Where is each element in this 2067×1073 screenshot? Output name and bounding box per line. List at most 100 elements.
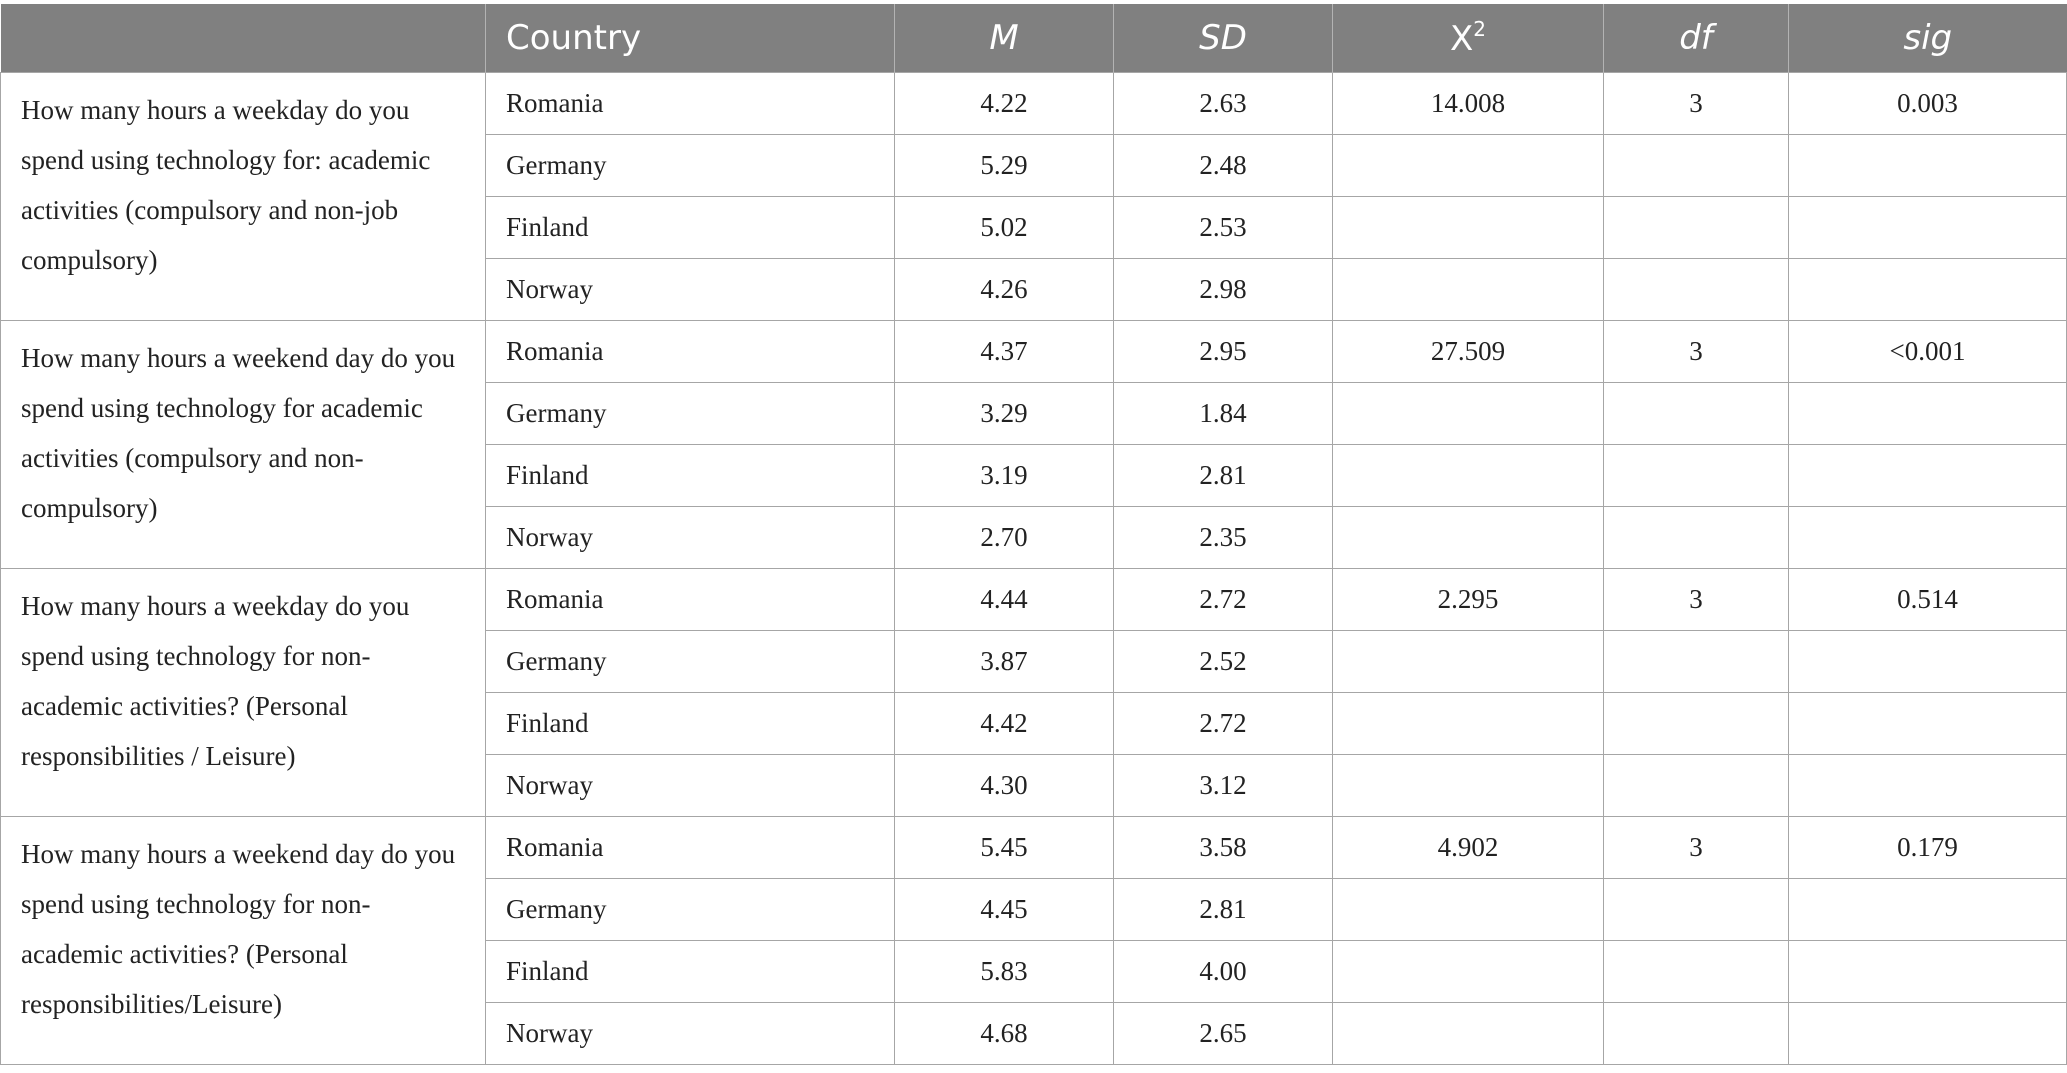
- sig-cell: [1788, 196, 2067, 259]
- chi-square-cell: [1332, 692, 1604, 755]
- sd-cell: 4.00: [1113, 940, 1333, 1003]
- chi-square-cell: [1332, 878, 1604, 941]
- chi-square-cell: [1332, 444, 1604, 507]
- df-cell: [1603, 134, 1789, 197]
- mean-cell: 2.70: [894, 506, 1114, 569]
- table-row: Germany 3.87 2.52: [1, 630, 2067, 693]
- sd-cell: 2.52: [1113, 630, 1333, 693]
- sig-cell: [1788, 692, 2067, 755]
- country-cell: Finland: [485, 444, 895, 507]
- chi-square-cell: 4.902: [1332, 816, 1604, 879]
- question-cell: How many hours a weekday do you spend us…: [0, 72, 486, 321]
- chi-square-cell: [1332, 382, 1604, 445]
- sd-cell: 3.58: [1113, 816, 1333, 879]
- mean-cell: 4.37: [894, 320, 1114, 383]
- chi-square-cell: 2.295: [1332, 568, 1604, 631]
- table-row: Norway 2.70 2.35: [1, 506, 2067, 569]
- question-cell: How many hours a weekday do you spend us…: [0, 568, 486, 817]
- table-row: Finland 5.02 2.53: [1, 196, 2067, 259]
- table-row: Norway 4.26 2.98: [1, 258, 2067, 321]
- country-cell: Norway: [485, 1002, 895, 1065]
- sig-cell: [1788, 444, 2067, 507]
- header-sd: SD: [1113, 4, 1333, 73]
- chi-square-cell: [1332, 134, 1604, 197]
- chi-square-cell: [1332, 506, 1604, 569]
- sd-cell: 2.81: [1113, 878, 1333, 941]
- table-row: How many hours a weekday do you spend us…: [0, 568, 2067, 817]
- results-table: Country M SD X2 df sig How many hours a …: [0, 4, 2067, 1065]
- sd-cell: 2.81: [1113, 444, 1333, 507]
- sig-cell: 0.179: [1788, 816, 2067, 879]
- table-row: How many hours a weekend day do you spen…: [0, 320, 2067, 569]
- table-row: Germany 4.45 2.81: [1, 878, 2067, 941]
- mean-cell: 3.19: [894, 444, 1114, 507]
- header-sig: sig: [1788, 4, 2067, 73]
- chi-square-cell: [1332, 258, 1604, 321]
- header-chi-base: X: [1449, 19, 1474, 59]
- sd-cell: 3.12: [1113, 754, 1333, 817]
- country-cell: Norway: [485, 258, 895, 321]
- df-cell: 3: [1603, 72, 1789, 135]
- df-cell: 3: [1603, 568, 1789, 631]
- df-cell: 3: [1603, 320, 1789, 383]
- df-cell: [1603, 630, 1789, 693]
- sig-cell: [1788, 258, 2067, 321]
- sd-cell: 2.35: [1113, 506, 1333, 569]
- country-cell: Norway: [485, 754, 895, 817]
- country-cell: Germany: [485, 878, 895, 941]
- chi-square-cell: [1332, 196, 1604, 259]
- header-mean: M: [894, 4, 1114, 73]
- country-cell: Finland: [485, 692, 895, 755]
- question-cell: How many hours a weekend day do you spen…: [0, 320, 486, 569]
- df-cell: [1603, 754, 1789, 817]
- mean-cell: 4.22: [894, 72, 1114, 135]
- df-cell: [1603, 692, 1789, 755]
- mean-cell: 4.45: [894, 878, 1114, 941]
- question-cell: How many hours a weekend day do you spen…: [0, 816, 486, 1065]
- mean-cell: 5.45: [894, 816, 1114, 879]
- sig-cell: 0.003: [1788, 72, 2067, 135]
- country-cell: Finland: [485, 196, 895, 259]
- sig-cell: 0.514: [1788, 568, 2067, 631]
- df-cell: [1603, 444, 1789, 507]
- table-row: Norway 4.68 2.65: [1, 1002, 2067, 1065]
- df-cell: [1603, 878, 1789, 941]
- df-cell: [1603, 940, 1789, 1003]
- mean-cell: 3.87: [894, 630, 1114, 693]
- country-cell: Romania: [485, 816, 895, 879]
- sd-cell: 2.53: [1113, 196, 1333, 259]
- df-cell: [1603, 196, 1789, 259]
- sig-cell: <0.001: [1788, 320, 2067, 383]
- country-cell: Germany: [485, 630, 895, 693]
- mean-cell: 5.29: [894, 134, 1114, 197]
- sig-cell: [1788, 134, 2067, 197]
- df-cell: [1603, 258, 1789, 321]
- results-table-container: Country M SD X2 df sig How many hours a …: [0, 4, 2067, 1065]
- sd-cell: 2.72: [1113, 568, 1333, 631]
- sig-cell: [1788, 506, 2067, 569]
- country-cell: Romania: [485, 320, 895, 383]
- sd-cell: 2.72: [1113, 692, 1333, 755]
- country-cell: Norway: [485, 506, 895, 569]
- table-row: How many hours a weekday do you spend us…: [0, 72, 2067, 321]
- chi-square-cell: 27.509: [1332, 320, 1604, 383]
- table-row: Germany 3.29 1.84: [1, 382, 2067, 445]
- sd-cell: 1.84: [1113, 382, 1333, 445]
- header-chi-superscript: 2: [1473, 17, 1487, 41]
- chi-square-cell: [1332, 1002, 1604, 1065]
- country-cell: Romania: [485, 72, 895, 135]
- mean-cell: 3.29: [894, 382, 1114, 445]
- mean-cell: 4.68: [894, 1002, 1114, 1065]
- sd-cell: 2.48: [1113, 134, 1333, 197]
- chi-square-cell: [1332, 754, 1604, 817]
- country-cell: Germany: [485, 382, 895, 445]
- mean-cell: 4.44: [894, 568, 1114, 631]
- df-cell: 3: [1603, 816, 1789, 879]
- sig-cell: [1788, 1002, 2067, 1065]
- header-question: [0, 4, 486, 73]
- header-country: Country: [485, 4, 895, 73]
- mean-cell: 4.26: [894, 258, 1114, 321]
- mean-cell: 5.02: [894, 196, 1114, 259]
- chi-square-cell: [1332, 940, 1604, 1003]
- sig-cell: [1788, 878, 2067, 941]
